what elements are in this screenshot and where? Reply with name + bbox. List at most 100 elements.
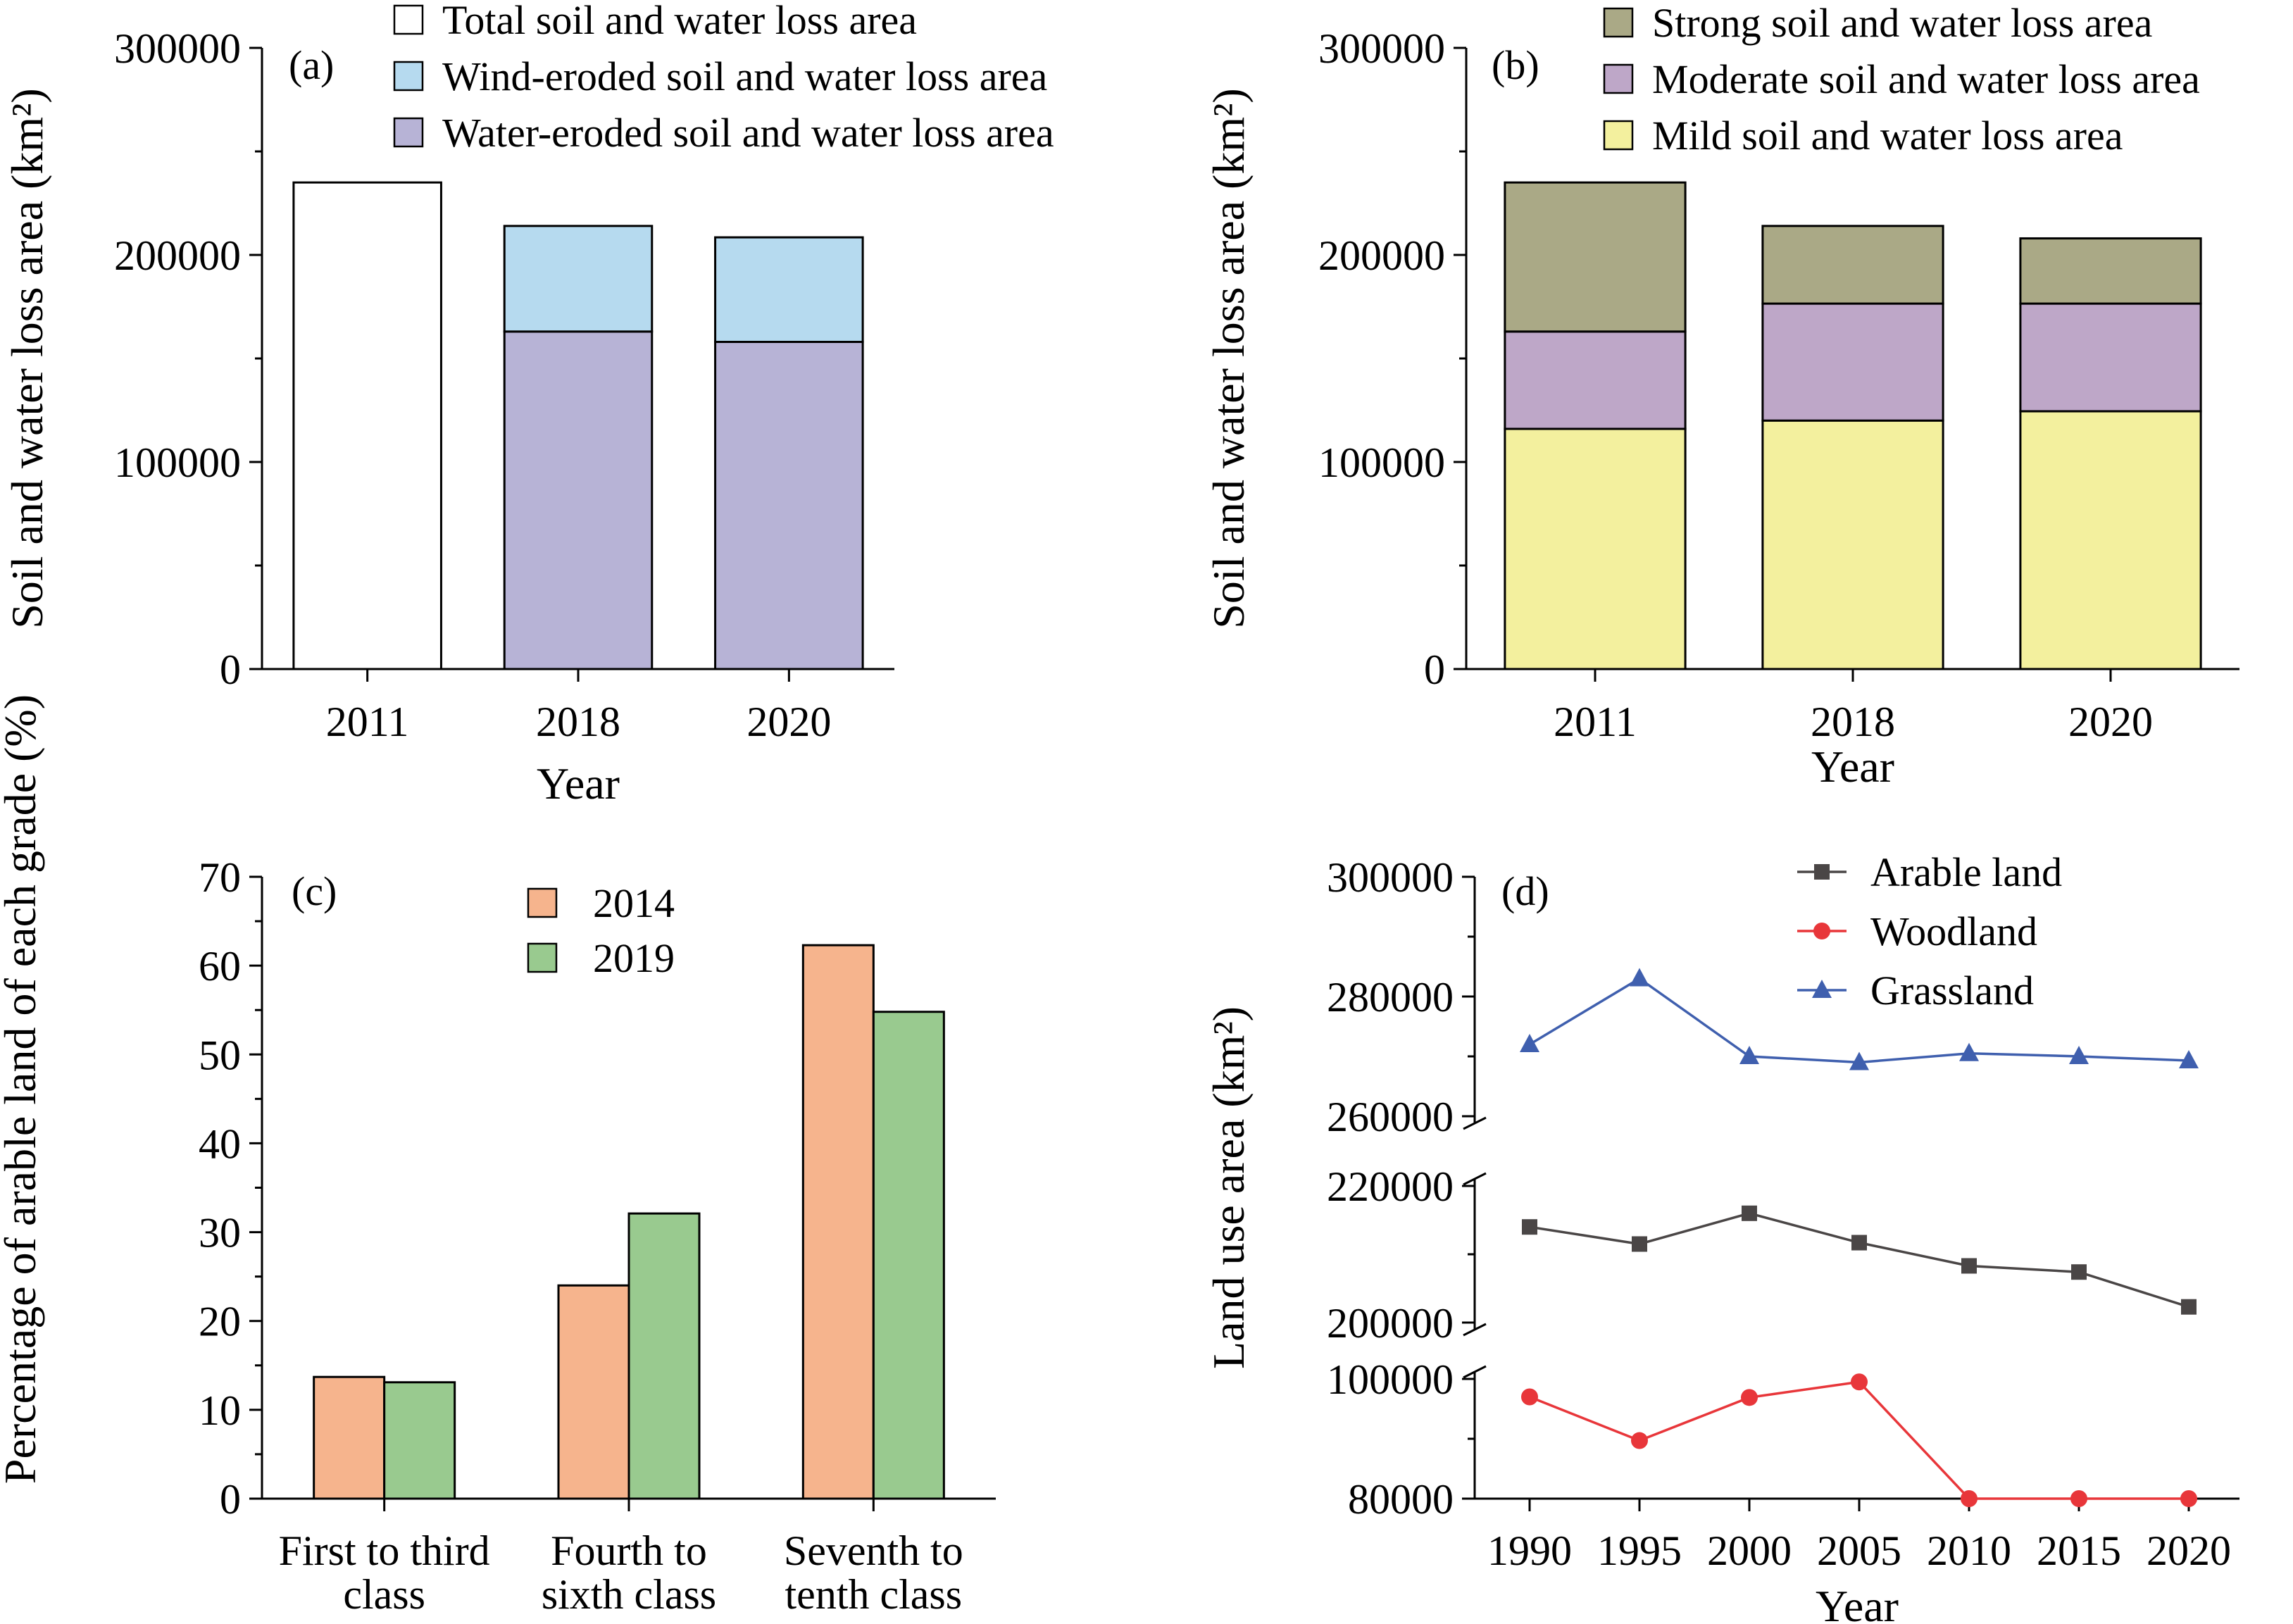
y-tick-label: 260000 (1327, 1094, 1454, 1140)
point-grassland (2179, 1049, 2199, 1068)
bar-panel-b-s0-2018 (1761, 419, 1944, 670)
x-tick-label: 2018 (536, 699, 620, 745)
x-tick-label: Fourth to (551, 1528, 707, 1574)
y-tick-label: 0 (1424, 647, 1445, 693)
legend-label: Mild soil and water loss area (1652, 113, 2123, 158)
point-woodland (1741, 1389, 1758, 1406)
x-tick-label: 2020 (2068, 699, 2153, 745)
point-grassland (1959, 1042, 1979, 1061)
axis-break-mark (1463, 1365, 1487, 1379)
legend-label: 2014 (593, 880, 675, 926)
bar-panel-b-s0-2011 (1504, 427, 1687, 670)
x-axis-label: Year (1811, 742, 1894, 792)
point-grassland (1630, 968, 1649, 987)
bar-panel-b-s1-2011 (1504, 330, 1687, 430)
y-axis-label: Soil and water loss area (km²) (2, 88, 52, 628)
legend-label: Water-eroded soil and water loss area (442, 110, 1054, 156)
y-tick-label: 60 (199, 943, 241, 989)
x-tick-label: class (343, 1571, 425, 1618)
y-axis-label: Soil and water loss area (km²) (1204, 88, 1254, 628)
legend-swatch (1603, 7, 1634, 38)
y-tick-label: 200000 (114, 232, 241, 279)
legend-marker (1813, 923, 1830, 939)
legend-label: Strong soil and water loss area (1652, 0, 2152, 46)
panel-label: (b) (1492, 42, 1539, 88)
bar-panel-b-s1-2018 (1761, 302, 1944, 422)
y-tick-label: 100000 (114, 439, 241, 486)
legend-marker (1814, 864, 1830, 880)
point-grassland (1520, 1034, 1539, 1052)
axis-break-mark (1463, 1116, 1487, 1130)
legend-label: Arable land (1870, 849, 2062, 895)
y-tick-label: 100000 (1327, 1356, 1454, 1403)
bar-panel-a-s2-2020 (714, 236, 864, 343)
bar-panel-b-s1-2020 (2019, 302, 2202, 413)
bar-panel-b-s0-2020 (2019, 410, 2202, 670)
legend-label: Wind-eroded soil and water loss area (442, 54, 1047, 99)
x-tick-label: First to third (279, 1528, 490, 1574)
x-tick-label: 2000 (1707, 1528, 1792, 1574)
point-arable-land (1742, 1205, 1757, 1221)
legend-label: 2019 (593, 935, 675, 981)
legend-label: Total soil and water loss area (442, 0, 917, 43)
legend-swatch (393, 4, 424, 35)
bar-2019-Seventh to tenth class (872, 1011, 945, 1500)
panel-d: 80000 100000 200000 220000 260000 280000 30000… (1204, 849, 2239, 1624)
y-tick-label: 30 (199, 1210, 241, 1256)
axis-break-mark (1463, 1323, 1487, 1337)
x-tick-label: 2015 (2037, 1528, 2121, 1574)
y-tick-label: 200000 (1318, 232, 1445, 279)
x-tick-label: tenth class (785, 1571, 963, 1618)
y-axis-label: Land use area (km²) (1204, 1006, 1254, 1369)
point-grassland (1739, 1046, 1759, 1064)
x-tick-label: Seventh to (784, 1528, 963, 1574)
legend-swatch (1603, 120, 1634, 151)
x-tick-label: 2011 (326, 699, 409, 745)
point-woodland (1521, 1388, 1538, 1406)
x-axis-label: Year (537, 758, 620, 808)
point-woodland (1851, 1373, 1868, 1391)
bar-panel-b-s2-2020 (2019, 237, 2202, 305)
panel-label: (d) (1501, 868, 1549, 914)
y-tick-label: 300000 (1318, 25, 1445, 72)
legend-swatch (393, 61, 424, 92)
point-arable-land (2181, 1299, 2197, 1315)
point-arable-land (1851, 1235, 1867, 1251)
x-tick-label: 2018 (1811, 699, 1895, 745)
x-tick-label: 2020 (746, 699, 831, 745)
point-woodland (2070, 1490, 2087, 1507)
point-arable-land (1961, 1258, 1977, 1274)
y-tick-label: 300000 (1327, 854, 1454, 901)
point-woodland (1631, 1432, 1648, 1449)
series-line-grassland (1529, 977, 2189, 1064)
y-tick-label: 70 (199, 854, 241, 901)
y-tick-label: 200000 (1327, 1300, 1454, 1347)
series-line-woodland (1529, 1380, 2189, 1500)
x-tick-label: sixth class (542, 1571, 716, 1618)
legend-swatch (527, 942, 558, 973)
bar-2014-Fourth to sixth class (557, 1284, 630, 1500)
x-tick-label: 2011 (1554, 699, 1637, 745)
legend-swatch (1603, 63, 1634, 94)
x-tick-label: 2010 (1927, 1528, 2011, 1574)
y-tick-label: 50 (199, 1032, 241, 1078)
series-line-arable-land (1529, 1211, 2189, 1308)
point-grassland (2069, 1046, 2089, 1064)
legend-label: Woodland (1870, 908, 2037, 954)
x-tick-label: 1995 (1597, 1528, 1682, 1574)
y-tick-label: 20 (199, 1299, 241, 1345)
panel-b: 0 100000 200000 300000 2011 2018 2020 (b) Year So… (1204, 0, 2239, 792)
y-tick-label: 40 (199, 1120, 241, 1167)
legend-marker (1812, 980, 1832, 998)
panel-label: (c) (292, 868, 337, 914)
y-tick-label: 300000 (114, 25, 241, 72)
y-tick-label: 0 (220, 647, 241, 693)
x-tick-label: 1990 (1487, 1528, 1572, 1574)
y-tick-label: 100000 (1318, 439, 1445, 486)
panel-a: 0 100000 200000 300000 2011 2018 2020 (a) Year So… (2, 0, 1054, 808)
x-tick-label: 2020 (2147, 1528, 2231, 1574)
point-arable-land (1632, 1236, 1647, 1252)
point-woodland (1961, 1490, 1978, 1507)
point-grassland (1849, 1051, 1869, 1070)
